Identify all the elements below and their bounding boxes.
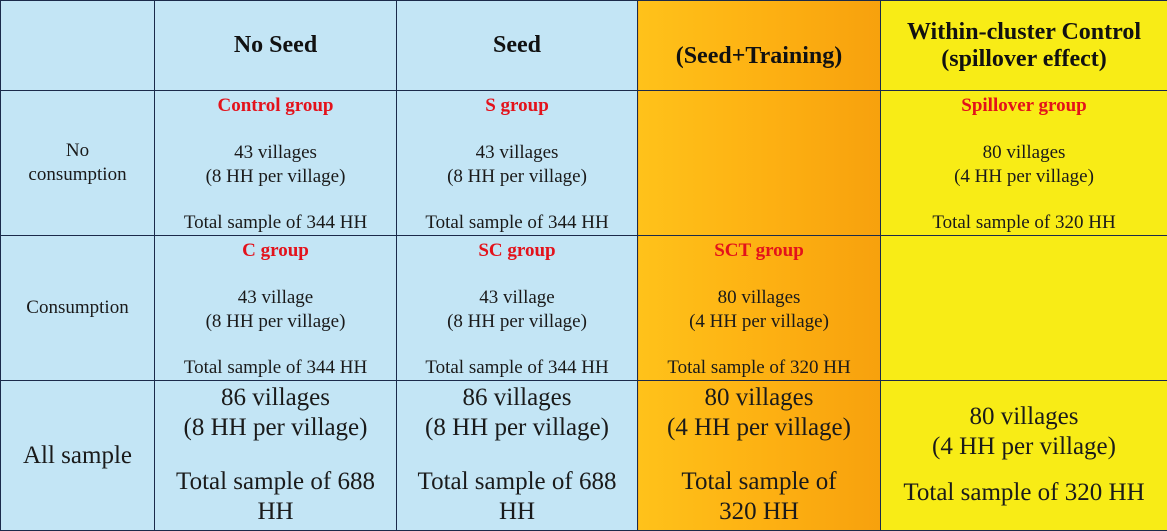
group-label: SCT group	[714, 240, 804, 262]
cell-c-group: C group 43 village (8 HH per village) To…	[155, 236, 397, 381]
villages-count: 80 villages	[932, 402, 1116, 432]
hh-per-village: (8 HH per village)	[447, 310, 587, 334]
cell-all-no-seed: 86 villages (8 HH per village) Total sam…	[155, 381, 397, 531]
total-sample: Total sample of 344 HH	[425, 357, 608, 379]
group-label: S group	[485, 95, 549, 117]
row-label-no-consumption: No consumption	[1, 91, 155, 236]
group-label: Control group	[218, 95, 334, 117]
total-sample: Total sample of 344 HH	[184, 212, 367, 234]
hh-per-village: (4 HH per village)	[689, 310, 829, 334]
row-label-consumption: Consumption	[1, 236, 155, 381]
group-label: Spillover group	[961, 95, 1086, 117]
hh-per-village: (8 HH per village)	[447, 165, 587, 189]
group-label: SC group	[478, 240, 555, 262]
cell-sct-group: SCT group 80 villages (4 HH per village)…	[638, 236, 881, 381]
cell-s-group: S group 43 villages (8 HH per village) T…	[397, 91, 638, 236]
corner-cell	[1, 1, 155, 91]
header-seed-training-label: (Seed+Training)	[638, 21, 880, 70]
hh-per-village: (4 HH per village)	[932, 432, 1116, 462]
villages-count: 43 village	[447, 286, 587, 310]
villages-count: 80 villages	[667, 383, 851, 413]
total-sample: Total sample of 320 HH	[667, 357, 850, 379]
total-sample: Total sample of 320 HH	[903, 478, 1144, 508]
hh-per-village: (4 HH per village)	[667, 413, 851, 443]
cell-sc-group: SC group 43 village (8 HH per village) T…	[397, 236, 638, 381]
villages-count: 43 villages	[206, 141, 346, 165]
header-within-cluster-control: Within-cluster Control (spillover effect…	[881, 1, 1167, 91]
hh-per-village: (8 HH per village)	[206, 165, 346, 189]
row-all-sample: All sample 86 villages (8 HH per village…	[1, 381, 1167, 531]
total-sample: Total sample of 344 HH	[425, 212, 608, 234]
total-sample: Total sample of 688 HH	[157, 467, 394, 527]
header-no-seed: No Seed	[155, 1, 397, 91]
villages-count: 80 villages	[954, 141, 1094, 165]
hh-per-village: (8 HH per village)	[206, 310, 346, 334]
group-label: C group	[242, 240, 309, 262]
cell-all-seed: 86 villages (8 HH per village) Total sam…	[397, 381, 638, 531]
cell-empty-spillover	[881, 236, 1167, 381]
villages-count: 86 villages	[425, 383, 609, 413]
row-no-consumption: No consumption Control group 43 villages…	[1, 91, 1167, 236]
total-sample: Total sample of 688 HH	[399, 467, 635, 527]
header-seed-training: (Seed+Training)	[638, 1, 881, 91]
villages-count: 86 villages	[184, 383, 368, 413]
villages-count: 43 villages	[447, 141, 587, 165]
total-sample: Total sample of 320 HH	[640, 467, 878, 527]
total-sample: Total sample of 320 HH	[932, 212, 1115, 234]
cell-all-seed-training: 80 villages (4 HH per village) Total sam…	[638, 381, 881, 531]
hh-per-village: (8 HH per village)	[184, 413, 368, 443]
cell-spillover-group: Spillover group 80 villages (4 HH per vi…	[881, 91, 1167, 236]
cell-all-spillover: 80 villages (4 HH per village) Total sam…	[881, 381, 1167, 531]
villages-count: 80 villages	[689, 286, 829, 310]
villages-count: 43 village	[206, 286, 346, 310]
header-seed: Seed	[397, 1, 638, 91]
hh-per-village: (8 HH per village)	[425, 413, 609, 443]
row-label-all-sample: All sample	[1, 381, 155, 531]
row-consumption: Consumption C group 43 village (8 HH per…	[1, 236, 1167, 381]
header-row: No Seed Seed (Seed+Training) Within-clus…	[1, 1, 1167, 91]
cell-empty-seed-training	[638, 91, 881, 236]
hh-per-village: (4 HH per village)	[954, 165, 1094, 189]
total-sample: Total sample of 344 HH	[184, 357, 367, 379]
cell-control-group: Control group 43 villages (8 HH per vill…	[155, 91, 397, 236]
